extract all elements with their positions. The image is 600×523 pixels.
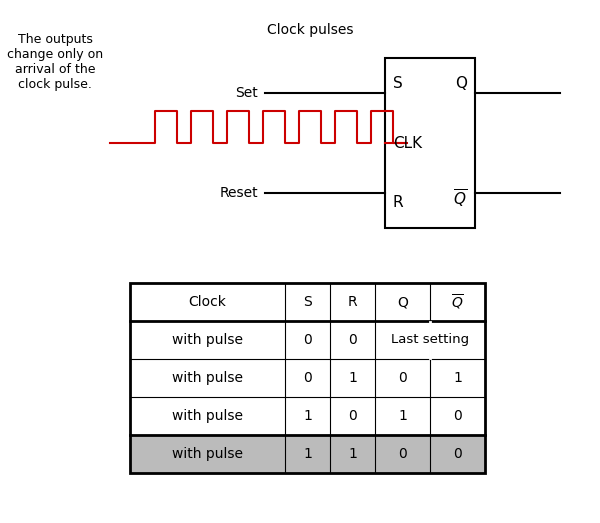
Text: Set: Set bbox=[235, 86, 258, 100]
Text: 0: 0 bbox=[453, 409, 462, 423]
Text: 1: 1 bbox=[398, 409, 407, 423]
Text: 0: 0 bbox=[348, 409, 357, 423]
Text: Q: Q bbox=[455, 76, 467, 91]
Text: with pulse: with pulse bbox=[172, 371, 243, 385]
Text: $\overline{Q}$: $\overline{Q}$ bbox=[451, 292, 464, 312]
Text: with pulse: with pulse bbox=[172, 447, 243, 461]
Text: 0: 0 bbox=[453, 447, 462, 461]
Text: 1: 1 bbox=[348, 371, 357, 385]
Text: 0: 0 bbox=[303, 371, 312, 385]
Bar bbox=[130, 435, 485, 473]
Text: R: R bbox=[347, 295, 358, 309]
Text: 1: 1 bbox=[303, 447, 312, 461]
Text: 0: 0 bbox=[303, 333, 312, 347]
Text: The outputs
change only on
arrival of the
clock pulse.: The outputs change only on arrival of th… bbox=[7, 33, 103, 91]
Bar bbox=[385, 58, 475, 228]
Text: Clock: Clock bbox=[188, 295, 226, 309]
Text: S: S bbox=[303, 295, 312, 309]
Text: $\overline{Q}$: $\overline{Q}$ bbox=[453, 188, 467, 210]
Text: Clock pulses: Clock pulses bbox=[267, 23, 353, 37]
Text: 0: 0 bbox=[398, 447, 407, 461]
Text: CLK: CLK bbox=[393, 135, 422, 151]
Text: Last setting: Last setting bbox=[391, 334, 469, 347]
Text: with pulse: with pulse bbox=[172, 333, 243, 347]
Text: 0: 0 bbox=[398, 371, 407, 385]
Text: 1: 1 bbox=[453, 371, 462, 385]
Text: 1: 1 bbox=[303, 409, 312, 423]
Text: Reset: Reset bbox=[220, 186, 258, 200]
Bar bbox=[130, 283, 485, 473]
Text: S: S bbox=[393, 76, 403, 91]
Text: with pulse: with pulse bbox=[172, 409, 243, 423]
Text: Q: Q bbox=[397, 295, 408, 309]
Text: 1: 1 bbox=[348, 447, 357, 461]
Text: 0: 0 bbox=[348, 333, 357, 347]
Text: R: R bbox=[393, 195, 404, 210]
